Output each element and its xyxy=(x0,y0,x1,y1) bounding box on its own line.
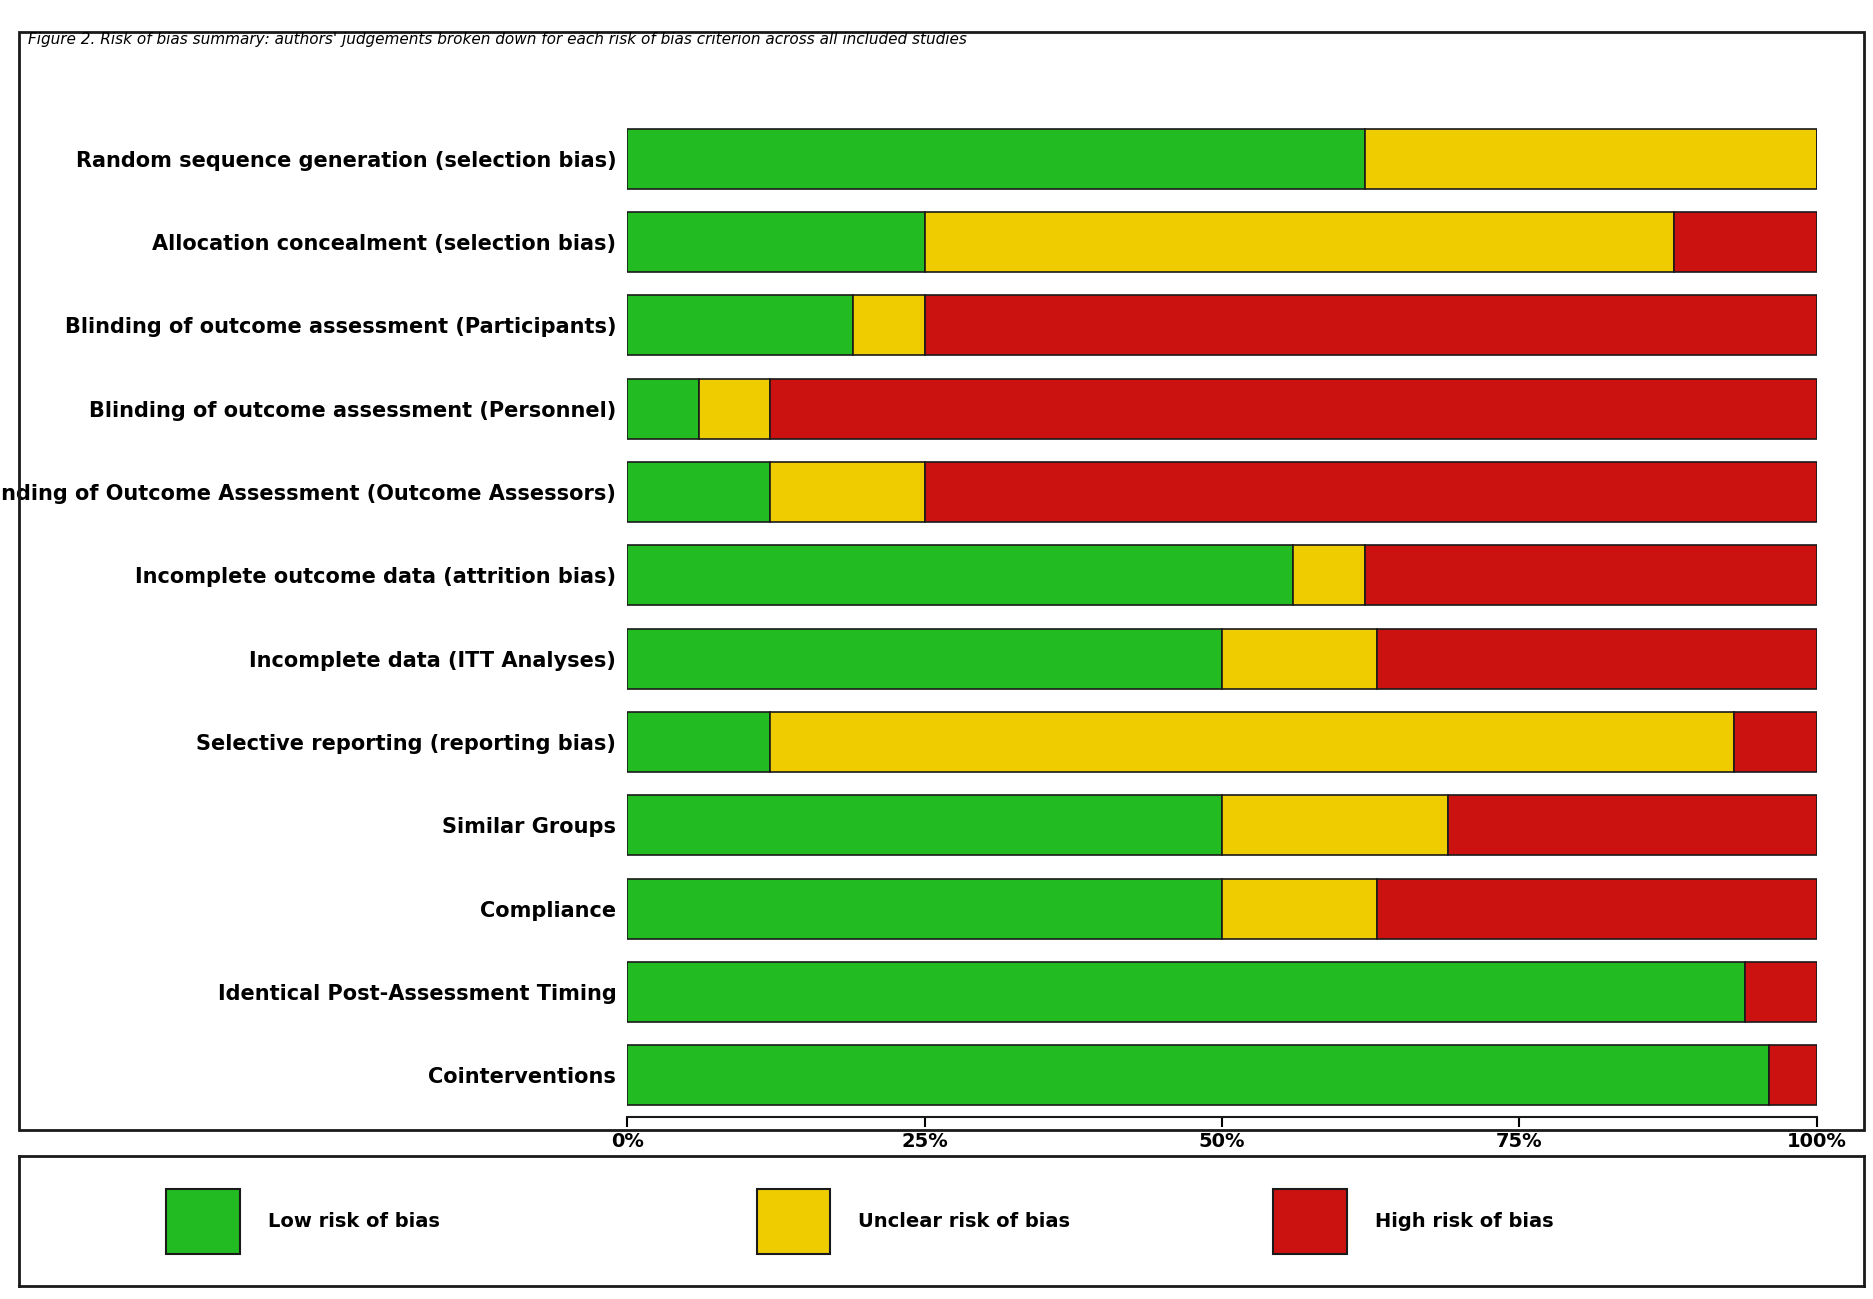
Bar xyxy=(770,712,1734,772)
Bar xyxy=(1448,795,1817,856)
Bar xyxy=(627,462,770,522)
Bar xyxy=(1365,546,1817,605)
Bar xyxy=(854,295,925,356)
Bar xyxy=(1674,212,1817,271)
Bar xyxy=(627,712,770,772)
FancyBboxPatch shape xyxy=(167,1189,240,1254)
Bar xyxy=(627,795,1223,856)
Bar xyxy=(1223,878,1377,939)
Text: Figure 2. Risk of bias summary: authors' judgements broken down for each risk of: Figure 2. Risk of bias summary: authors'… xyxy=(28,32,966,48)
FancyBboxPatch shape xyxy=(757,1189,830,1254)
Bar xyxy=(627,546,1294,605)
Bar xyxy=(1294,546,1365,605)
Text: Low risk of bias: Low risk of bias xyxy=(268,1212,440,1230)
Bar xyxy=(1365,129,1817,188)
Bar xyxy=(925,462,1817,522)
Bar xyxy=(627,129,1365,188)
Text: Unclear risk of bias: Unclear risk of bias xyxy=(858,1212,1069,1230)
Bar xyxy=(925,295,1817,356)
Bar xyxy=(1746,963,1817,1022)
Bar xyxy=(1377,878,1817,939)
Bar xyxy=(1223,795,1448,856)
Bar xyxy=(770,378,1817,439)
Bar xyxy=(627,378,699,439)
FancyBboxPatch shape xyxy=(1274,1189,1347,1254)
Bar xyxy=(1377,629,1817,688)
Bar xyxy=(627,963,1746,1022)
Bar xyxy=(1770,1046,1817,1105)
Bar xyxy=(1734,712,1817,772)
Bar xyxy=(1223,629,1377,688)
Bar xyxy=(770,462,925,522)
Bar xyxy=(627,629,1223,688)
Bar xyxy=(627,295,854,356)
Bar xyxy=(627,212,925,271)
Bar xyxy=(925,212,1674,271)
Bar xyxy=(699,378,770,439)
Bar xyxy=(627,878,1223,939)
Text: High risk of bias: High risk of bias xyxy=(1375,1212,1553,1230)
Bar xyxy=(627,1046,1770,1105)
